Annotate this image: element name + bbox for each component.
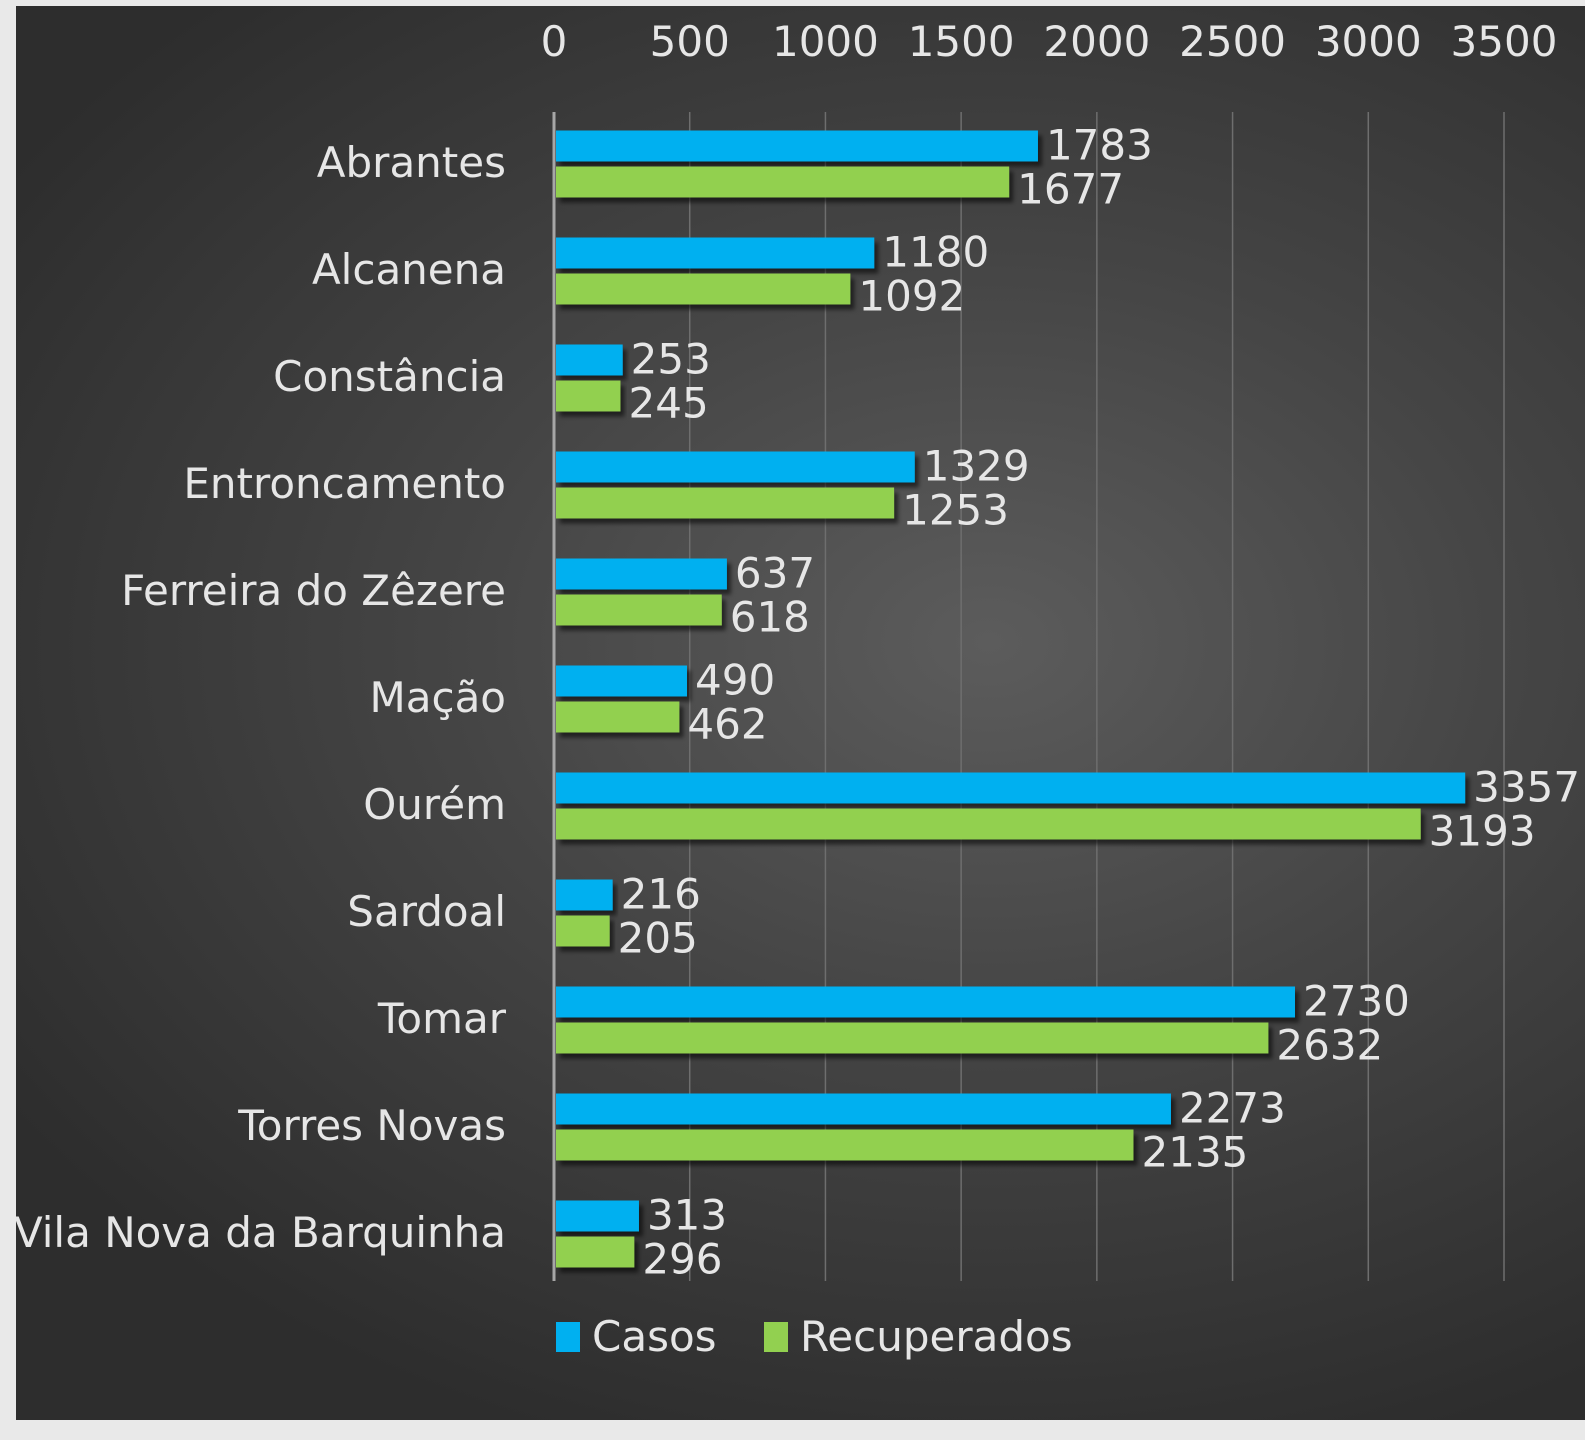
category-label: Mação bbox=[370, 673, 507, 722]
data-label: 1092 bbox=[858, 272, 965, 321]
bar-casos bbox=[556, 1093, 1171, 1125]
data-label: 1783 bbox=[1046, 121, 1153, 170]
data-label: 205 bbox=[618, 914, 698, 963]
legend-label-recuperados: Recuperados bbox=[800, 1312, 1073, 1361]
data-label: 618 bbox=[730, 593, 810, 642]
data-label: 313 bbox=[647, 1191, 727, 1240]
category-label: Ourém bbox=[363, 780, 506, 829]
bar-casos bbox=[556, 986, 1295, 1018]
category-label: Alcanena bbox=[312, 245, 506, 294]
data-label: 245 bbox=[629, 379, 709, 428]
data-label: 1329 bbox=[923, 442, 1030, 491]
category-label: Constância bbox=[273, 352, 506, 401]
legend: Casos Recuperados bbox=[556, 1312, 1073, 1361]
category-label: Ferreira do Zêzere bbox=[121, 566, 506, 615]
bar-casos bbox=[556, 558, 727, 590]
bars bbox=[556, 130, 1466, 1268]
bar-recuperados bbox=[556, 808, 1421, 840]
bar-casos bbox=[556, 772, 1466, 804]
legend-label-casos: Casos bbox=[592, 1312, 717, 1361]
bar-casos bbox=[556, 879, 613, 911]
bar-casos bbox=[556, 237, 875, 269]
bar-recuperados bbox=[556, 1129, 1134, 1161]
legend-swatch-recuperados bbox=[764, 1322, 788, 1352]
bar-recuperados bbox=[556, 594, 722, 626]
category-label: Entroncamento bbox=[183, 459, 506, 508]
bar-casos bbox=[556, 665, 687, 697]
data-label: 2135 bbox=[1142, 1128, 1249, 1177]
bar-recuperados bbox=[556, 915, 610, 947]
category-label: Vila Nova da Barquinha bbox=[16, 1208, 506, 1257]
data-label: 3193 bbox=[1429, 807, 1536, 856]
data-label: 462 bbox=[687, 700, 767, 749]
x-tick-label: 3500 bbox=[1451, 17, 1558, 66]
bar-chart: 0 500 1000 1500 2000 2500 3000 3500 Abrantes Alc… bbox=[16, 17, 1580, 1361]
data-label: 1180 bbox=[882, 228, 989, 277]
bar-recuperados bbox=[556, 1022, 1269, 1054]
data-label: 2730 bbox=[1303, 977, 1410, 1026]
data-label: 2273 bbox=[1179, 1084, 1286, 1133]
data-label: 216 bbox=[621, 870, 701, 919]
x-axis-tick-labels: 0 500 1000 1500 2000 2500 3000 3500 bbox=[541, 17, 1558, 66]
data-label: 3357 bbox=[1473, 763, 1580, 812]
bar-casos bbox=[556, 1200, 639, 1232]
category-label: Abrantes bbox=[317, 138, 506, 187]
data-label: 1253 bbox=[902, 486, 1009, 535]
x-tick-label: 1500 bbox=[908, 17, 1015, 66]
gridlines bbox=[552, 112, 1505, 1281]
bar-casos bbox=[556, 344, 623, 376]
category-label: Tomar bbox=[377, 994, 507, 1043]
category-label: Sardoal bbox=[347, 887, 506, 936]
category-labels: Abrantes Alcanena Constância Entroncamento F… bbox=[16, 138, 507, 1257]
bar-recuperados bbox=[556, 273, 851, 305]
data-label: 637 bbox=[735, 549, 815, 598]
x-tick-label: 0 bbox=[541, 17, 568, 66]
x-tick-label: 3000 bbox=[1315, 17, 1422, 66]
bar-recuperados bbox=[556, 1236, 635, 1268]
data-label: 253 bbox=[631, 335, 711, 384]
x-tick-label: 1000 bbox=[772, 17, 879, 66]
chart-area: 0 500 1000 1500 2000 2500 3000 3500 Abrantes Alc… bbox=[16, 6, 1585, 1420]
legend-swatch-casos bbox=[556, 1322, 580, 1352]
bar-casos bbox=[556, 130, 1038, 162]
bar-casos bbox=[556, 451, 915, 483]
category-label: Torres Novas bbox=[237, 1101, 506, 1150]
data-label: 2632 bbox=[1276, 1021, 1383, 1070]
data-label: 490 bbox=[695, 656, 775, 705]
data-label: 296 bbox=[642, 1235, 722, 1284]
data-label: 1677 bbox=[1017, 165, 1124, 214]
x-tick-label: 2000 bbox=[1043, 17, 1150, 66]
bar-recuperados bbox=[556, 166, 1010, 198]
bar-recuperados bbox=[556, 487, 895, 519]
x-tick-label: 500 bbox=[650, 17, 730, 66]
bar-recuperados bbox=[556, 380, 621, 412]
x-tick-label: 2500 bbox=[1179, 17, 1286, 66]
bar-recuperados bbox=[556, 701, 680, 733]
